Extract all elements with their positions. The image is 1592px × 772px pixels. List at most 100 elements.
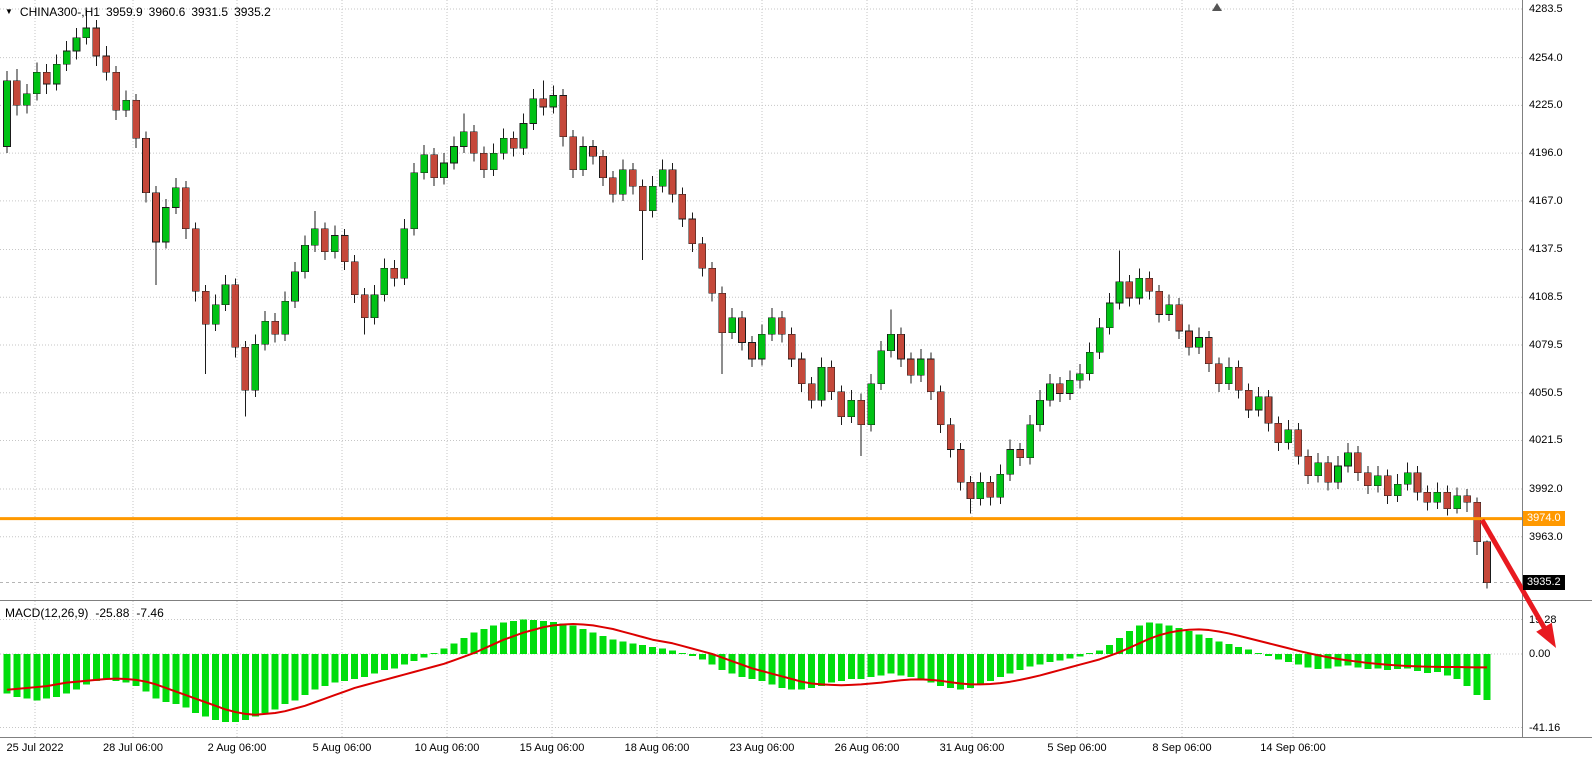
candle[interactable] [1095,317,1104,359]
candle[interactable] [638,179,647,261]
candle[interactable] [231,278,240,358]
candle[interactable] [777,311,786,343]
candle[interactable] [1105,293,1114,335]
price-chart-panel[interactable] [0,0,1522,601]
candle[interactable] [1483,540,1491,589]
candle[interactable] [658,159,667,193]
candle[interactable] [400,218,409,285]
candle[interactable] [440,153,448,185]
candle[interactable] [1244,383,1253,419]
candle[interactable] [1075,363,1084,389]
candle[interactable] [1314,452,1322,483]
candle[interactable] [1354,446,1362,481]
candle[interactable] [360,288,369,335]
candle[interactable] [172,177,180,215]
candle[interactable] [1294,423,1303,465]
candle[interactable] [479,146,488,178]
candle[interactable] [112,65,121,121]
candle[interactable] [1413,465,1422,501]
candle[interactable] [420,144,428,180]
candle[interactable] [1234,360,1243,399]
candle[interactable] [589,139,597,165]
chart-shift-marker-icon[interactable] [1212,3,1222,11]
price-axis[interactable]: 3974.0 3935.2 4283.5 4254.0 4225.0 4196.0 41… [1522,0,1592,737]
candle[interactable] [1443,485,1452,516]
candle[interactable] [1155,284,1164,323]
candle[interactable] [32,62,41,101]
candle[interactable] [1473,497,1481,555]
candle[interactable] [946,418,955,458]
candle[interactable] [797,352,806,392]
candle[interactable] [1175,298,1183,340]
candle[interactable] [23,83,31,114]
candle[interactable] [390,260,399,287]
candle[interactable] [1056,377,1064,402]
candle[interactable] [976,472,985,506]
candle[interactable] [668,163,677,203]
candle[interactable] [758,324,766,366]
candle[interactable] [460,113,468,154]
candle[interactable] [181,181,190,239]
candle[interactable] [628,163,637,195]
macd-histogram[interactable] [3,619,1491,722]
candle[interactable] [1304,449,1313,485]
candle[interactable] [569,130,577,178]
candle[interactable] [877,340,885,391]
candle[interactable] [837,385,846,425]
candle[interactable] [559,88,568,147]
candle[interactable] [1115,250,1124,310]
candle[interactable] [917,349,925,383]
time-axis[interactable]: 25 Jul 2022 28 Jul 06:00 2 Aug 06:00 5 Aug … [0,738,1522,772]
candle[interactable] [1205,330,1213,373]
candle[interactable] [1046,373,1054,407]
candle[interactable] [907,352,915,384]
candle[interactable] [1135,268,1144,305]
candle[interactable] [519,113,528,155]
candle[interactable] [489,143,498,177]
candle[interactable] [1274,416,1283,452]
candle[interactable] [132,93,140,149]
candle[interactable] [340,228,349,271]
candle[interactable] [92,19,101,66]
candle[interactable] [42,64,51,94]
candle[interactable] [1145,271,1154,300]
candle[interactable] [1284,419,1293,450]
panel-separator[interactable] [0,600,1592,601]
candle[interactable] [261,311,270,351]
candle[interactable] [1026,414,1034,465]
candle[interactable] [986,475,995,506]
candle[interactable] [499,128,508,160]
candle[interactable] [1433,482,1442,509]
candle[interactable] [1403,462,1412,491]
candle[interactable] [1453,487,1462,514]
candle[interactable] [1224,357,1233,391]
candle[interactable] [1383,469,1392,504]
candle[interactable] [609,171,617,203]
candle[interactable] [301,235,309,279]
candle[interactable] [1254,386,1263,417]
candle[interactable] [738,311,746,351]
candle[interactable] [102,46,111,81]
candle[interactable] [1334,456,1342,490]
candle[interactable] [330,225,339,259]
candle[interactable] [1215,357,1223,392]
candle[interactable] [1364,465,1372,494]
candle[interactable] [241,340,250,417]
candle[interactable] [688,212,697,252]
candle[interactable] [867,373,875,432]
candles-layer[interactable] [3,9,1491,589]
candle[interactable] [430,148,438,187]
candle[interactable] [142,131,150,203]
candle[interactable] [619,159,627,201]
candle[interactable] [281,291,289,341]
candle[interactable] [1016,442,1024,466]
candle[interactable] [926,352,935,401]
candle[interactable] [1066,370,1074,401]
candle[interactable] [787,327,796,368]
candle[interactable] [1264,390,1273,432]
candle[interactable] [1195,327,1203,355]
candle[interactable] [887,309,895,358]
candle[interactable] [857,393,866,457]
candle[interactable] [470,125,478,162]
candle[interactable] [321,222,329,261]
